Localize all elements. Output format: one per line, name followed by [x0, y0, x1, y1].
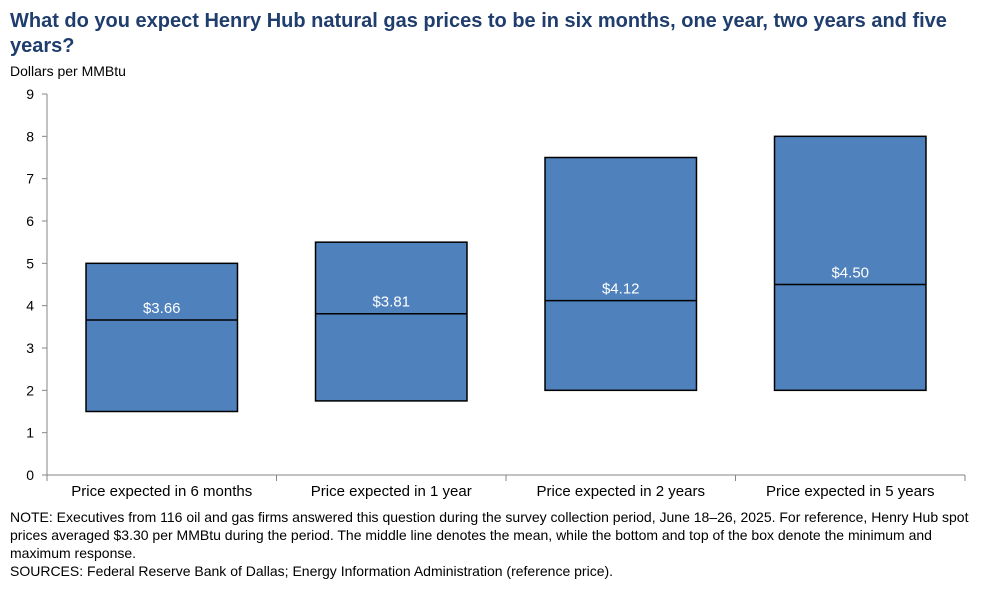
y-axis-units-label: Dollars per MMBtu [10, 63, 126, 79]
x-category-label: Price expected in 5 years [766, 483, 934, 500]
range-box [773, 135, 927, 392]
y-tick-label: 6 [26, 213, 34, 229]
y-tick-label: 9 [26, 86, 34, 102]
range-box [85, 262, 239, 413]
mean-label: $4.12 [602, 281, 640, 298]
y-tick-label: 7 [26, 171, 34, 187]
y-tick-label: 1 [26, 425, 34, 441]
footnote: NOTE: Executives from 116 oil and gas fi… [10, 508, 990, 580]
x-category-label: Price expected in 2 years [537, 483, 705, 500]
range-box [314, 241, 468, 402]
mean-label: $4.50 [831, 265, 869, 282]
y-tick-label: 5 [26, 255, 34, 271]
y-tick-label: 3 [26, 340, 34, 356]
sources-text: SOURCES: Federal Reserve Bank of Dallas;… [10, 563, 614, 579]
mean-label: $3.81 [372, 294, 410, 311]
x-category-label: Price expected in 1 year [311, 483, 472, 500]
x-category-label: Price expected in 6 months [71, 483, 252, 500]
y-tick-label: 8 [26, 128, 34, 144]
note-text: NOTE: Executives from 116 oil and gas fi… [10, 509, 969, 561]
y-tick-label: 4 [26, 298, 34, 314]
chart-title: What do you expect Henry Hub natural gas… [10, 10, 947, 57]
box-chart: 0 1 2 3 4 5 6 7 8 9 $3.66 Price expected in 6 month… [26, 86, 966, 500]
y-tick-label: 0 [26, 467, 34, 483]
y-tick-label: 2 [26, 382, 34, 398]
mean-label: $3.66 [143, 300, 181, 317]
range-box [544, 156, 698, 392]
